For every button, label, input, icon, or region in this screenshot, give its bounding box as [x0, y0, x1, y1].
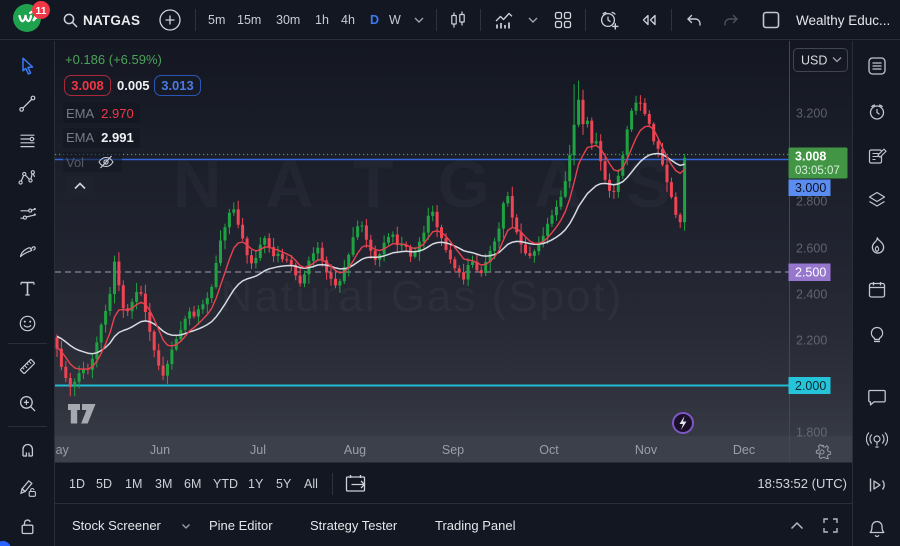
svg-text:Oct: Oct [539, 443, 559, 457]
svg-text:2.500: 2.500 [795, 266, 826, 280]
svg-text:3.008: 3.008 [795, 150, 826, 164]
svg-text:NATGAS: NATGAS [173, 147, 715, 222]
svg-text:3.200: 3.200 [796, 107, 827, 121]
svg-text:3.000: 3.000 [795, 181, 826, 195]
svg-text:USD: USD [801, 54, 827, 68]
svg-text:2.600: 2.600 [796, 242, 827, 256]
svg-text:Jun: Jun [150, 443, 170, 457]
svg-text:03:05:07: 03:05:07 [795, 165, 840, 177]
svg-text:Natural Gas (Spot): Natural Gas (Spot) [221, 272, 624, 321]
svg-text:2.200: 2.200 [796, 334, 827, 348]
svg-text:Aug: Aug [344, 443, 366, 457]
svg-text:2.000: 2.000 [795, 379, 826, 393]
svg-text:Jul: Jul [250, 443, 266, 457]
svg-text:May: May [55, 443, 70, 457]
svg-text:2.400: 2.400 [796, 288, 827, 302]
svg-text:11: 11 [35, 5, 46, 17]
svg-text:Dec: Dec [733, 443, 755, 457]
svg-text:Sep: Sep [442, 443, 464, 457]
svg-text:1.800: 1.800 [796, 426, 827, 440]
svg-text:Nov: Nov [635, 443, 658, 457]
svg-text:2.800: 2.800 [796, 195, 827, 209]
